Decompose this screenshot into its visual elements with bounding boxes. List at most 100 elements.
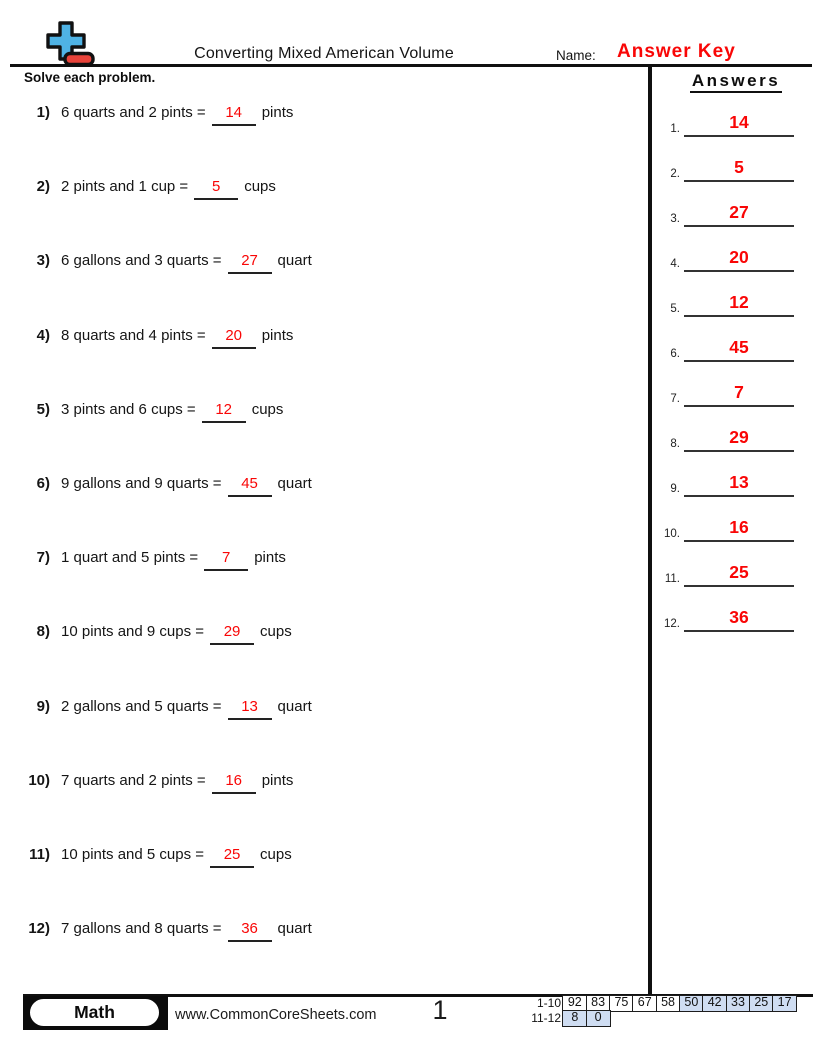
problem-number: 3) (36, 252, 50, 269)
answer-item: 1. 14 (656, 103, 816, 137)
score-row-label: 1-10 (536, 996, 561, 1010)
answer-item-number: 3. (670, 213, 680, 225)
page-title: Converting Mixed American Volume (194, 45, 454, 62)
answer-key-label: Answer Key (617, 41, 736, 62)
problem-row: 1) 6 quarts and 2 pints = 14 pints (18, 102, 638, 126)
answer-item-number: 10. (664, 528, 680, 540)
problem-number: 8) (36, 623, 50, 640)
answer-item-value: 5 (684, 157, 794, 182)
problem-row: 11) 10 pints and 5 cups = 25 cups (18, 844, 638, 868)
problem-number: 1) (36, 104, 50, 121)
problem-row: 12) 7 gallons and 8 quarts = 36 quart (18, 918, 638, 942)
problem-number: 6) (36, 475, 50, 492)
answer-item-number: 4. (670, 258, 680, 270)
problem-number: 7) (36, 549, 50, 566)
footer-divider-line (23, 994, 813, 997)
problem-text: 2 gallons and 5 quarts = (61, 698, 222, 715)
answer-item: 12. 36 (656, 598, 816, 632)
problem-number: 4) (36, 327, 50, 344)
problem-row: 4) 8 quarts and 4 pints = 20 pints (18, 325, 638, 349)
answer-item-value: 36 (684, 607, 794, 632)
answer-blank: 7 (204, 547, 249, 571)
answer-item: 6. 45 (656, 328, 816, 362)
answer-item-number: 9. (670, 483, 680, 495)
answer-blank: 36 (227, 918, 272, 942)
problem-text: 10 pints and 9 cups = (61, 623, 205, 640)
answer-blank: 45 (227, 473, 272, 497)
answer-item-value: 13 (684, 472, 794, 497)
problem-unit: quart (277, 252, 312, 269)
plus-minus-logo-icon (46, 21, 95, 67)
score-table-row: 1-10 92 83 75 67 58 50 42 33 25 17 (520, 995, 798, 1012)
answer-blank: 29 (210, 621, 255, 645)
website-url: www.CommonCoreSheets.com (175, 1007, 377, 1023)
answer-item-value: 7 (684, 382, 794, 407)
score-cell: 67 (632, 995, 658, 1012)
problem-number: 9) (36, 698, 50, 715)
answer-item-number: 7. (670, 393, 680, 405)
answer-item-value: 29 (684, 427, 794, 452)
answer-blank: 5 (194, 176, 239, 200)
answer-item-number: 6. (670, 348, 680, 360)
answer-item-value: 45 (684, 337, 794, 362)
problem-number: 10) (28, 772, 50, 789)
answers-column-divider (648, 67, 652, 994)
score-cell: 83 (585, 995, 611, 1012)
subject-badge: Math (23, 996, 168, 1030)
problem-text: 1 quart and 5 pints = (61, 549, 199, 566)
answer-blank: 16 (211, 770, 256, 794)
answer-blank: 12 (201, 399, 246, 423)
problem-number: 5) (36, 401, 50, 418)
problem-unit: pints (261, 327, 294, 344)
problem-unit: pints (254, 549, 286, 566)
answer-item-value: 16 (684, 517, 794, 542)
problem-row: 8) 10 pints and 9 cups = 29 cups (18, 621, 638, 645)
answer-item-value: 25 (684, 562, 794, 587)
score-cell: 33 (725, 995, 751, 1012)
problem-unit: cups (260, 846, 292, 863)
problem-row: 10) 7 quarts and 2 pints = 16 pints (18, 770, 638, 794)
problem-text: 7 quarts and 2 pints = (61, 772, 206, 789)
answer-blank: 14 (211, 102, 256, 126)
header-divider-line (10, 64, 812, 67)
answer-item-number: 12. (664, 618, 680, 630)
answer-item: 9. 13 (656, 463, 816, 497)
answer-item-value: 20 (684, 247, 794, 272)
answer-blank: 27 (227, 250, 272, 274)
problem-row: 5) 3 pints and 6 cups = 12 cups (18, 399, 638, 423)
problem-unit: cups (260, 623, 292, 640)
problem-text: 6 gallons and 3 quarts = (61, 252, 222, 269)
answer-blank: 25 (210, 844, 255, 868)
answer-item-number: 2. (670, 168, 680, 180)
problem-number: 2) (36, 178, 50, 195)
name-label: Name: (556, 48, 596, 63)
problem-row: 2) 2 pints and 1 cup = 5 cups (18, 176, 638, 200)
answer-blank: 13 (227, 696, 272, 720)
score-table-row: 11-12 8 0 (520, 1010, 611, 1028)
problem-text: 6 quarts and 2 pints = (61, 104, 206, 121)
answer-item-number: 1. (670, 123, 680, 135)
problem-text: 7 gallons and 8 quarts = (61, 920, 222, 937)
problem-number: 11) (29, 846, 50, 863)
problem-unit: cups (251, 401, 284, 418)
problem-unit: pints (261, 104, 294, 121)
problem-row: 6) 9 gallons and 9 quarts = 45 quart (18, 473, 638, 497)
answer-item: 4. 20 (656, 238, 816, 272)
answer-item: 8. 29 (656, 418, 816, 452)
score-cell: 75 (608, 995, 634, 1012)
score-cell: 0 (585, 1010, 611, 1028)
answer-item-number: 11. (664, 573, 680, 585)
answer-item: 2. 5 (656, 148, 816, 182)
problem-unit: quart (277, 475, 312, 492)
answers-panel: Answers 1. 14 2. 5 3. 27 4. 20 5. 12 6. … (656, 67, 816, 994)
problem-unit: quart (277, 920, 312, 937)
answer-item-value: 12 (684, 292, 794, 317)
answer-item-number: 5. (670, 303, 680, 315)
subject-label: Math (30, 999, 159, 1026)
problem-text: 3 pints and 6 cups = (61, 401, 196, 418)
score-row-label: 11-12 (531, 1011, 561, 1026)
problem-row: 3) 6 gallons and 3 quarts = 27 quart (18, 250, 638, 274)
answer-item: 3. 27 (656, 193, 816, 227)
answer-item-number: 8. (670, 438, 680, 450)
problem-text: 8 quarts and 4 pints = (61, 327, 206, 344)
